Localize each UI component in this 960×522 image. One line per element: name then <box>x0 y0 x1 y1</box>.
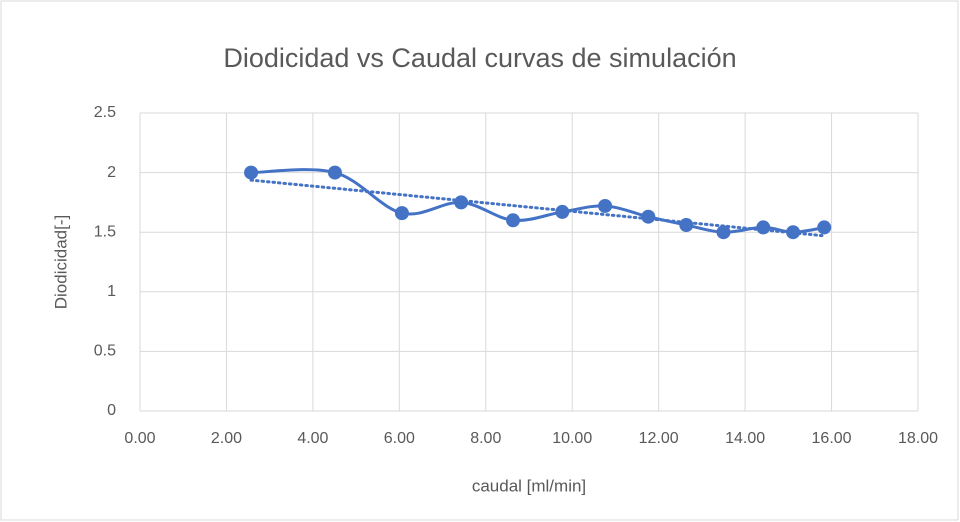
data-point <box>786 225 801 240</box>
x-tick-label: 4.00 <box>297 430 328 447</box>
x-tick-label: 14.00 <box>725 430 765 447</box>
x-tick-label: 18.00 <box>898 430 938 447</box>
data-point <box>454 195 469 210</box>
x-tick-label: 8.00 <box>470 430 501 447</box>
y-tick-label: 0 <box>107 402 116 419</box>
x-tick-label: 2.00 <box>211 430 242 447</box>
data-point <box>756 220 771 235</box>
data-point <box>506 213 521 228</box>
data-point <box>679 218 694 233</box>
y-axis-label: Diodicidad[-] <box>51 215 70 310</box>
x-tick-label: 12.00 <box>639 430 679 447</box>
x-tick-label: 0.00 <box>124 430 155 447</box>
y-tick-label: 2.5 <box>94 104 116 121</box>
data-point <box>394 206 409 221</box>
data-point <box>598 198 613 213</box>
chart-title: Diodicidad vs Caudal curvas de simulació… <box>223 43 736 73</box>
x-axis-label: caudal [ml/min] <box>472 476 586 495</box>
data-point <box>327 165 342 180</box>
x-tick-label: 10.00 <box>552 430 592 447</box>
data-point <box>555 204 570 219</box>
trendline <box>249 178 826 238</box>
data-point <box>641 209 656 224</box>
y-tick-label: 0.5 <box>94 343 116 360</box>
x-tick-label: 6.00 <box>384 430 415 447</box>
y-tick-label: 1.5 <box>94 223 116 240</box>
y-tick-label: 2 <box>107 164 116 181</box>
data-point <box>817 220 832 235</box>
data-point <box>244 165 259 180</box>
data-point <box>716 225 731 240</box>
y-tick-label: 1 <box>107 283 116 300</box>
x-tick-label: 16.00 <box>812 430 852 447</box>
